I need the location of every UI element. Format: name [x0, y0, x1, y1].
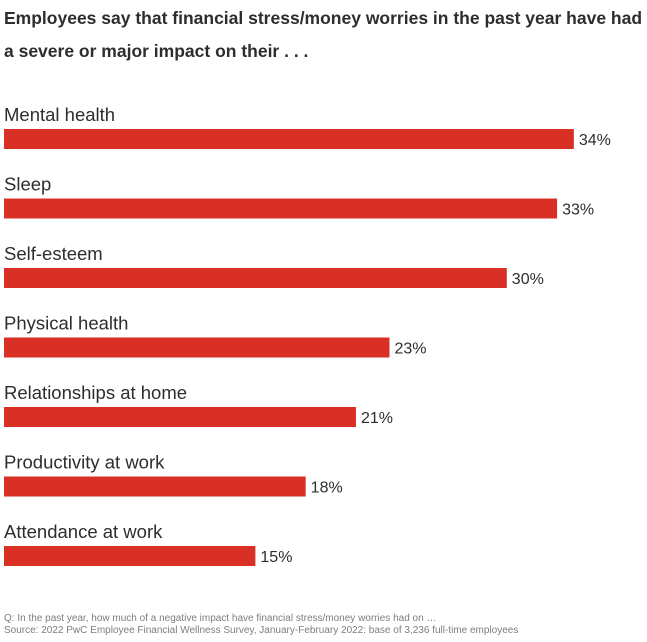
value-label-physical-health: 23%: [394, 341, 426, 358]
bar-attendance-at-work: [4, 546, 256, 566]
category-label-productivity-at-work: Productivity at work: [4, 452, 165, 473]
value-label-productivity-at-work: 18%: [311, 480, 343, 497]
value-label-mental-health: 34%: [579, 132, 611, 149]
bar-self-esteem: [4, 268, 507, 288]
value-label-self-esteem: 30%: [512, 271, 544, 288]
category-label-relationships-at-home: Relationships at home: [4, 382, 187, 403]
category-label-self-esteem: Self-esteem: [4, 243, 103, 264]
category-label-mental-health: Mental health: [4, 104, 115, 125]
survey-question-note: Q: In the past year, how much of a negat…: [4, 613, 437, 624]
bar-mental-health: [4, 129, 574, 149]
value-label-attendance-at-work: 15%: [260, 549, 292, 566]
bar-relationships-at-home: [4, 407, 356, 427]
footnotes: Q: In the past year, how much of a negat…: [4, 613, 518, 637]
bar-productivity-at-work: [4, 476, 306, 497]
category-label-physical-health: Physical health: [4, 313, 128, 334]
chart-title: Employees say that financial stress/mone…: [4, 8, 643, 61]
category-label-attendance-at-work: Attendance at work: [4, 521, 163, 542]
bar-physical-health: [4, 337, 390, 358]
value-label-sleep: 33%: [562, 202, 594, 219]
bar-chart: Mental health 34% Sleep 33% Self-esteem 30% Ph…: [4, 104, 611, 566]
source-note: Source: 2022 PwC Employee Financial Well…: [4, 625, 519, 636]
category-label-sleep: Sleep: [4, 174, 51, 195]
value-label-relationships-at-home: 21%: [361, 410, 393, 427]
bar-sleep: [4, 198, 558, 219]
